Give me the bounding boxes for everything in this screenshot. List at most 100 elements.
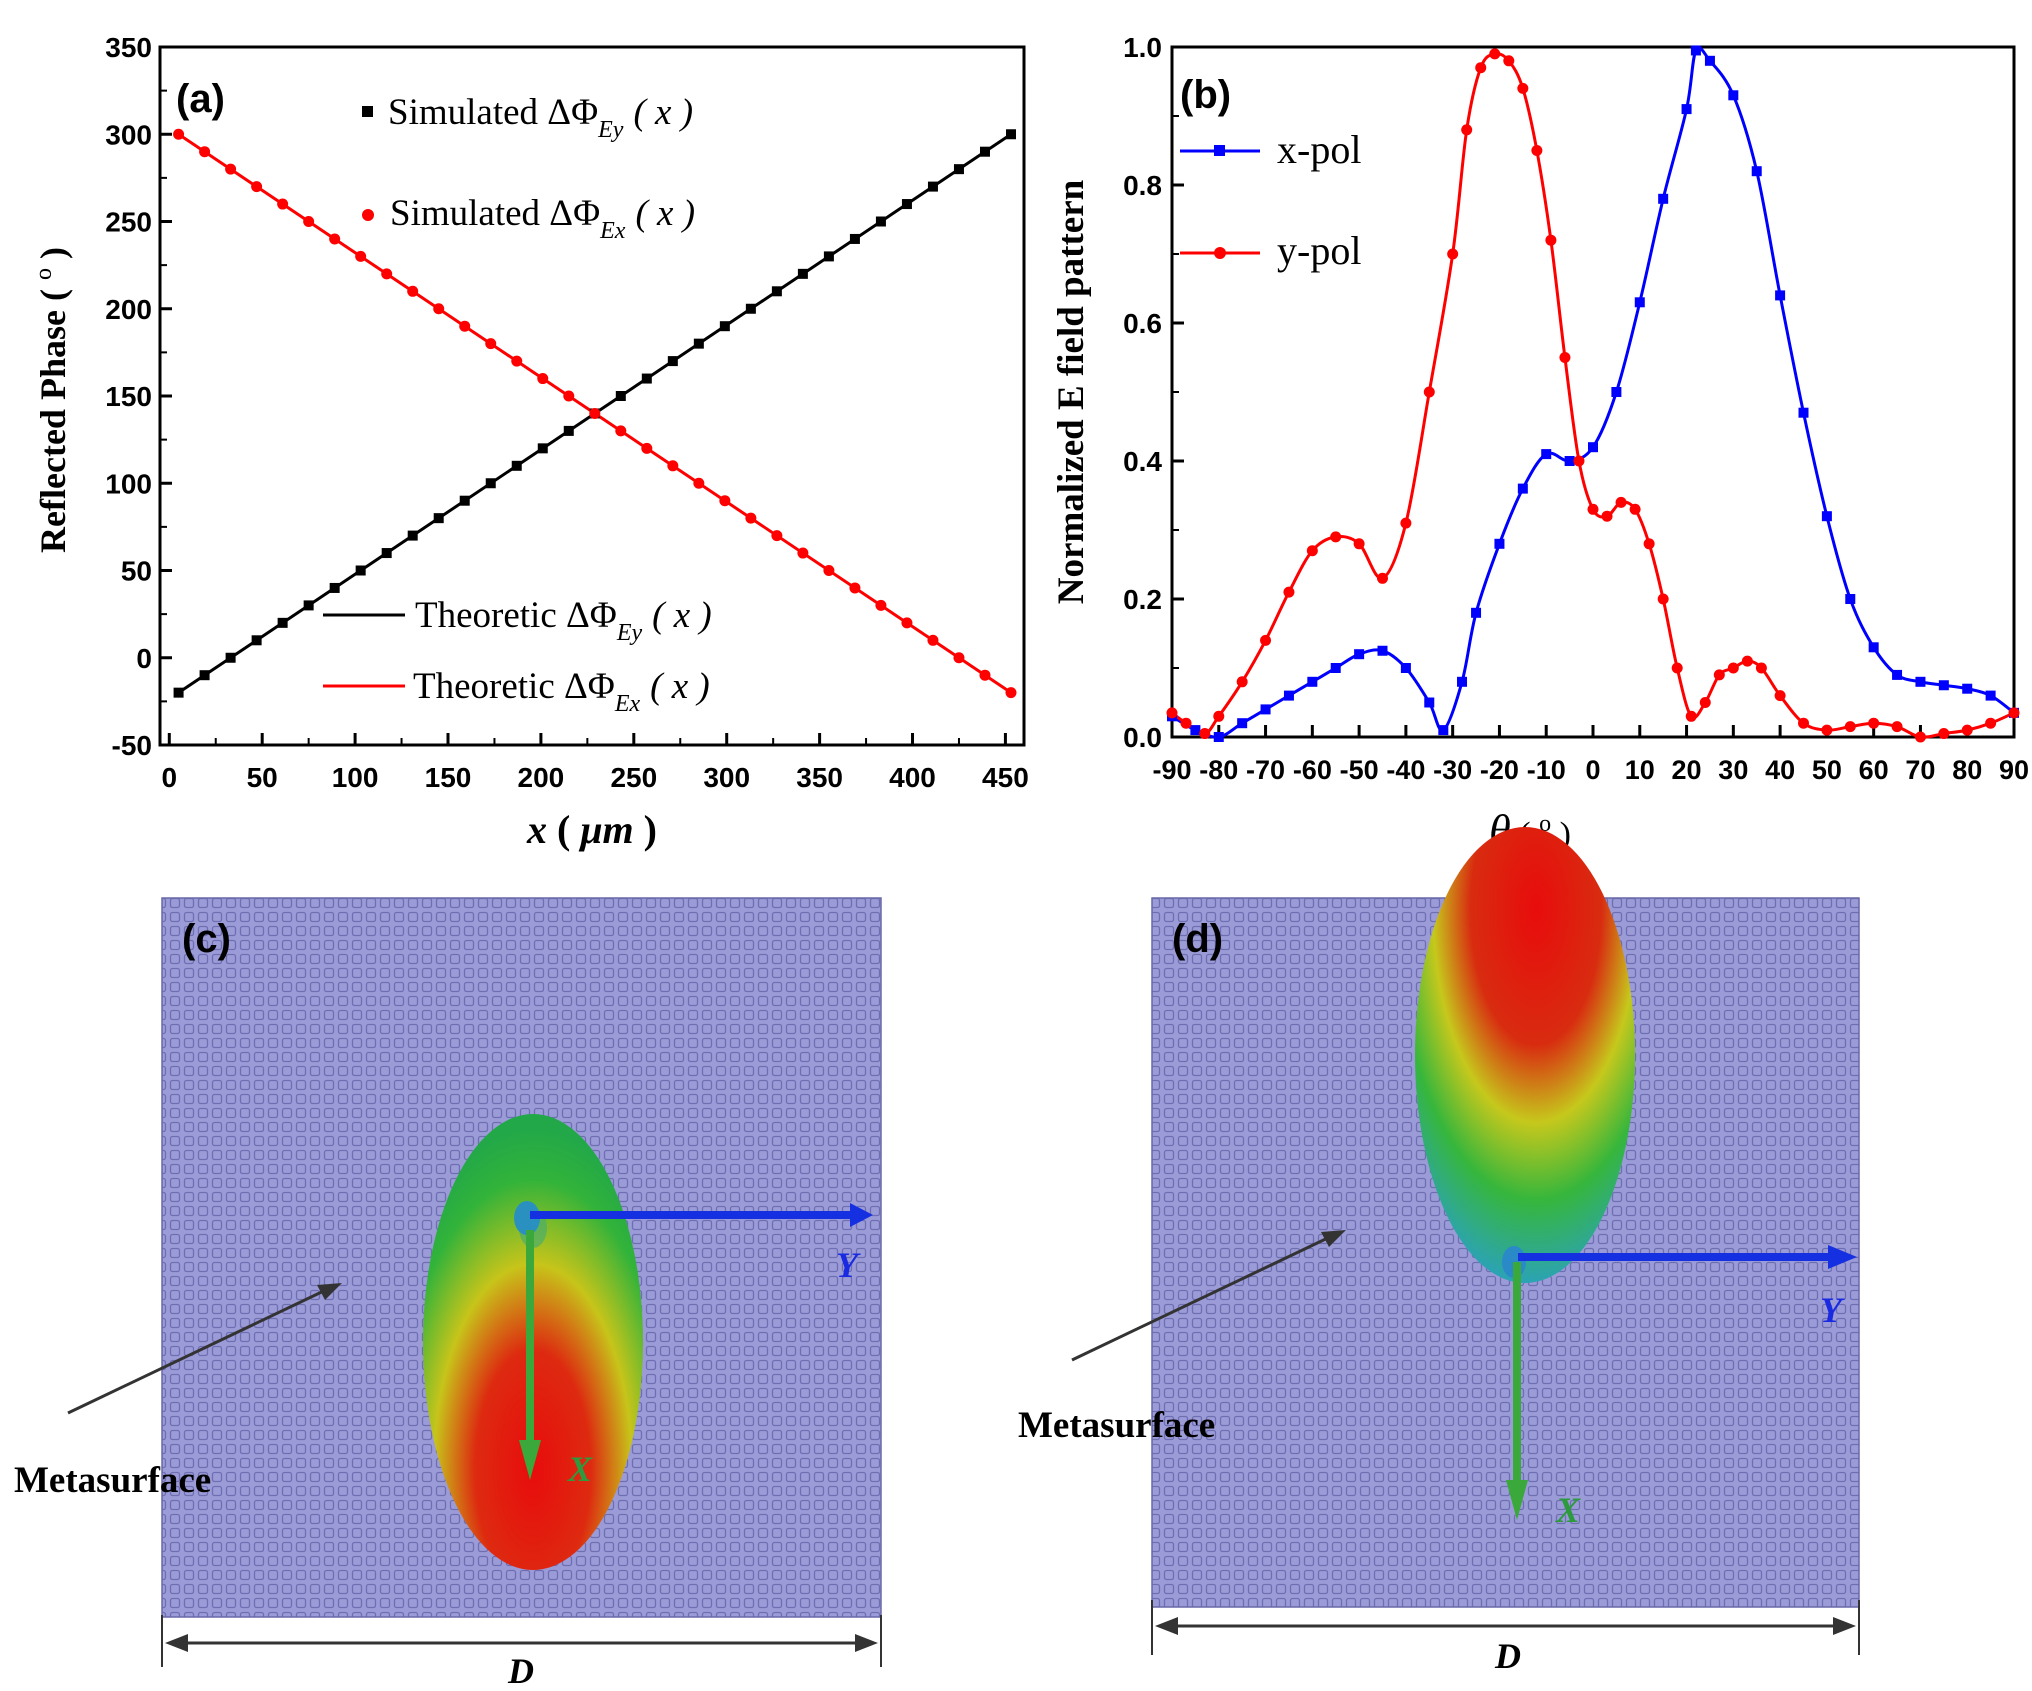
b-point-square <box>1517 483 1528 494</box>
a-point-circle <box>277 198 289 210</box>
b-point-circle <box>1199 728 1211 740</box>
dimension-label-d: D <box>1494 1636 1521 1676</box>
b-point-square <box>1845 594 1856 604</box>
x-label-c: X <box>567 1449 593 1489</box>
b-ytick-label: 0.6 <box>1123 308 1162 339</box>
b-xtick-label: -40 <box>1386 755 1425 785</box>
a-point-circle <box>875 599 887 611</box>
a-point-circle <box>381 268 393 280</box>
b-point-square <box>1330 663 1341 673</box>
pointer-head-d <box>1321 1230 1346 1247</box>
a-point-square <box>719 321 730 332</box>
b-point-circle <box>1545 234 1557 246</box>
a-point-square <box>381 548 392 559</box>
b-ytick-label: 0.2 <box>1123 584 1162 615</box>
a-point-square <box>329 582 340 593</box>
a-point-circle <box>433 303 445 315</box>
a-point-square <box>563 425 574 436</box>
b-point-square <box>1354 649 1365 660</box>
b-point-circle <box>1699 697 1711 708</box>
a-point-square <box>459 495 470 506</box>
b-point-square <box>1377 645 1388 656</box>
b-xtick-label: -90 <box>1152 755 1191 785</box>
b-xtick-label: 30 <box>1718 755 1748 785</box>
a-point-square <box>927 181 938 192</box>
b-point-circle <box>1685 710 1697 722</box>
panel-a: 0 50 100 150 200 250 300 350 400 450 -50 0 50 100 150 2… <box>31 32 1029 852</box>
b-point-circle <box>1213 710 1225 722</box>
b-point-circle <box>1961 724 1973 736</box>
panel-label-c: (c) <box>182 917 231 961</box>
b-point-square <box>1775 290 1786 301</box>
metasurface-label-c: Metasurface <box>14 1460 211 1501</box>
a-xtick-label: 250 <box>610 762 657 793</box>
a-point-square <box>667 356 678 367</box>
a-point-circle <box>615 425 627 437</box>
b-point-circle <box>1489 48 1501 60</box>
b-point-circle <box>1559 352 1571 363</box>
b-point-square <box>1471 607 1482 618</box>
a-markers <box>173 128 1017 699</box>
b-point-circle <box>1447 248 1459 260</box>
a-point-circle <box>563 390 575 402</box>
b-point-circle <box>1657 593 1669 605</box>
b-point-circle <box>1400 517 1412 529</box>
a-point-circle <box>407 285 419 297</box>
b-point-circle <box>1531 145 1543 156</box>
b-point-circle <box>1868 717 1880 729</box>
b-point-circle <box>1330 531 1342 543</box>
a-xtick-label: 300 <box>703 762 750 793</box>
a-ytick-label: 200 <box>105 294 152 325</box>
b-point-square <box>1938 680 1949 691</box>
b-point-circle <box>1573 455 1585 467</box>
a-point-square <box>771 286 782 297</box>
x-arrowhead-d <box>1506 1480 1528 1520</box>
b-point-square <box>1868 642 1879 653</box>
b-point-circle <box>1938 728 1950 740</box>
a-point-circle <box>225 163 237 175</box>
a-point-circle <box>901 617 913 629</box>
b-point-square <box>1690 45 1701 56</box>
b-xtick-label: 40 <box>1765 755 1795 785</box>
b-point-circle <box>1727 662 1739 674</box>
b-point-square <box>1400 663 1411 673</box>
b-point-circle <box>1914 731 1926 743</box>
plot-frame-a <box>158 45 1026 747</box>
a-point-circle <box>771 530 783 542</box>
a-point-circle <box>927 634 939 646</box>
a-point-square <box>303 600 314 611</box>
b-point-circle <box>1587 503 1599 515</box>
b-point-square <box>1821 511 1832 522</box>
b-ytick-label: 0.8 <box>1123 170 1162 201</box>
legend-marker-circle <box>362 209 374 221</box>
b-xtick-label: 50 <box>1812 755 1842 785</box>
a-point-circle <box>173 128 185 140</box>
b-point-circle <box>1643 538 1655 550</box>
a-point-circle <box>641 442 653 454</box>
a-point-square <box>433 513 444 524</box>
panel-c: (c) Y X Metasurface D <box>14 897 882 1691</box>
b-point-circle <box>1741 655 1753 667</box>
b-point-circle <box>1844 721 1856 733</box>
a-point-circle <box>979 669 991 681</box>
b-point-circle <box>1236 676 1248 688</box>
a-xtick-label: 200 <box>518 762 565 793</box>
b-xtick-label: -70 <box>1246 755 1285 785</box>
b-point-square <box>1798 407 1809 418</box>
y-label-c: Y <box>836 1245 861 1285</box>
legend-top-a: Simulated ΔΦEy( x ) Simulated ΔΦEx( x ) <box>362 92 695 244</box>
panel-d: (d) Y X Metasurface D <box>1018 827 1860 1676</box>
legend-marker-red-b <box>1214 247 1226 259</box>
a-point-square <box>901 199 912 210</box>
a-xtick-label: 400 <box>889 762 936 793</box>
y-label-d: Y <box>1820 1290 1845 1330</box>
a-point-circle <box>1005 687 1017 699</box>
a-point-circle <box>329 233 341 245</box>
a-point-circle <box>719 495 731 507</box>
a-ytick-label: 300 <box>105 119 152 150</box>
b-point-square <box>1457 676 1468 687</box>
a-point-circle <box>485 338 497 350</box>
b-point-circle <box>1601 510 1613 522</box>
legend-marker-square <box>362 106 373 117</box>
panel-b: -90 -80 -70 -60 -50 -40 -30 -20 -10 0 10 20 30 40 50 60… <box>1051 32 2029 855</box>
